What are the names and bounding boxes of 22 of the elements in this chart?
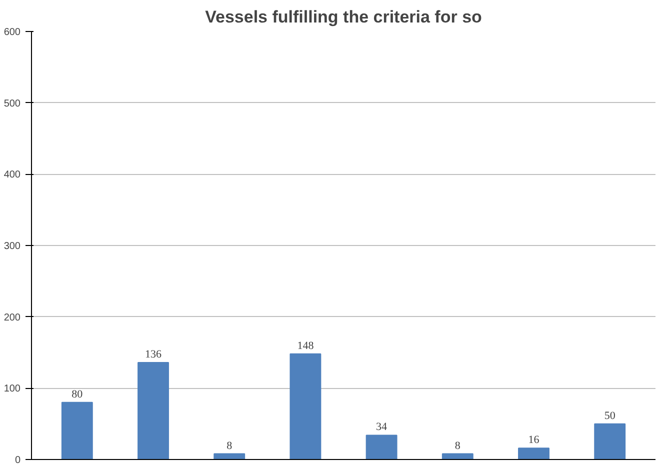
- y-tick-label: 600: [4, 27, 21, 38]
- data-label: 80: [72, 388, 84, 400]
- bar: [290, 353, 322, 460]
- chart-title: Vessels fulfilling the criteria for so: [205, 8, 482, 26]
- bar: [138, 362, 169, 460]
- y-tick-label: 0: [14, 455, 21, 465]
- bar: [61, 402, 93, 460]
- data-label: 148: [297, 340, 314, 352]
- y-tick-label: 300: [4, 241, 21, 252]
- y-tick-label: 100: [4, 384, 21, 395]
- data-label: 34: [376, 421, 388, 434]
- data-label: 16: [528, 434, 540, 446]
- data-label: 50: [604, 410, 616, 422]
- data-label: 8: [226, 440, 233, 452]
- bar: [518, 448, 550, 460]
- bar: [366, 434, 398, 460]
- y-tick-label: 200: [4, 312, 21, 324]
- y-tick-label: 500: [4, 98, 21, 110]
- bar: [594, 423, 626, 460]
- data-label: 136: [145, 348, 162, 360]
- y-tick-label: 400: [4, 170, 21, 181]
- data-label: 8: [454, 440, 461, 452]
